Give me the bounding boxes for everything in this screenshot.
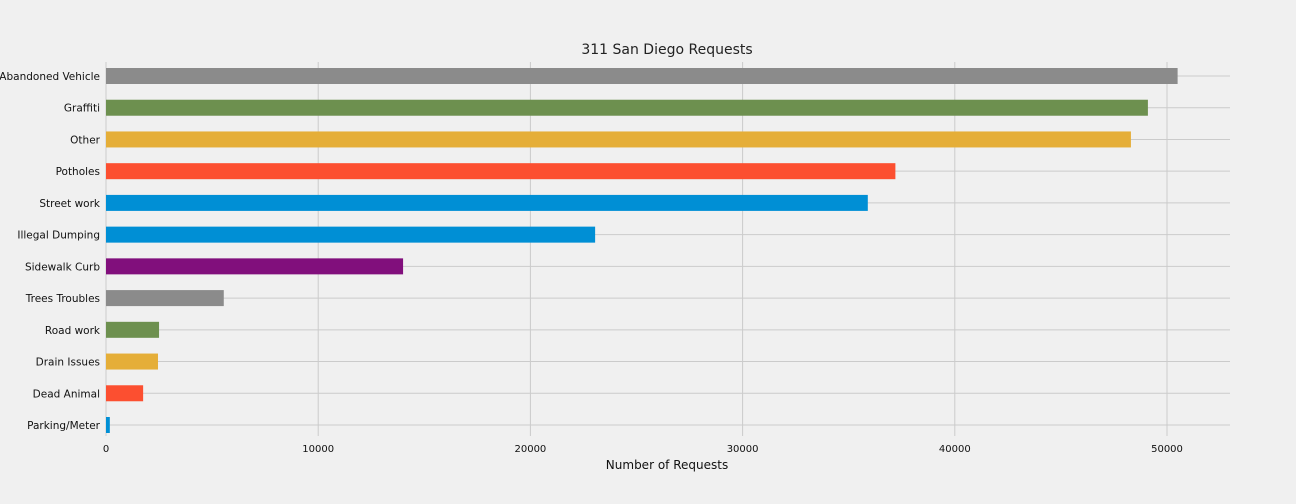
x-tick-label: 50000: [1151, 444, 1183, 455]
y-tick-label: Graffiti: [64, 103, 100, 115]
bars: [106, 68, 1178, 433]
bar: [106, 68, 1178, 84]
y-tick-label: Street work: [39, 198, 101, 210]
x-tick-label: 20000: [514, 444, 546, 455]
bar: [106, 290, 224, 307]
bar: [106, 194, 868, 211]
grid: [105, 62, 1230, 436]
y-tick-label: Sidewalk Curb: [25, 261, 100, 273]
y-tick-label: Illegal Dumping: [17, 230, 100, 242]
bar: [106, 353, 158, 370]
y-tick-label: Parking/Meter: [27, 420, 101, 432]
bar: [106, 417, 110, 433]
bar: [106, 226, 596, 243]
y-tick-label: Drain Issues: [36, 357, 100, 369]
chart-title: 311 San Diego Requests: [581, 42, 752, 58]
bar: [106, 163, 896, 180]
x-tick-label: 10000: [302, 444, 334, 455]
y-tick-label: Trees Troubles: [25, 293, 100, 305]
bar: [106, 131, 1131, 148]
y-tick-label: Road work: [45, 325, 101, 337]
x-tick-label: 30000: [727, 444, 759, 455]
bar: [106, 321, 160, 338]
bar: [106, 258, 404, 275]
x-tick-label: 40000: [939, 444, 971, 455]
y-tick-label: Potholes: [56, 166, 100, 178]
y-tick-label: Dead Animal: [33, 388, 100, 400]
y-tick-labels: Abandoned Vehicle Graffiti Other Potholes St…: [0, 71, 101, 432]
x-tick-label: 0: [103, 444, 109, 455]
bar: [106, 99, 1148, 116]
y-tick-label: Other: [70, 134, 100, 146]
bar: [106, 385, 144, 402]
y-tick-label: Abandoned Vehicle: [0, 71, 100, 83]
x-tick-labels: 0 10000 20000 30000 40000 50000: [103, 444, 1183, 455]
x-axis-title: Number of Requests: [606, 458, 728, 472]
